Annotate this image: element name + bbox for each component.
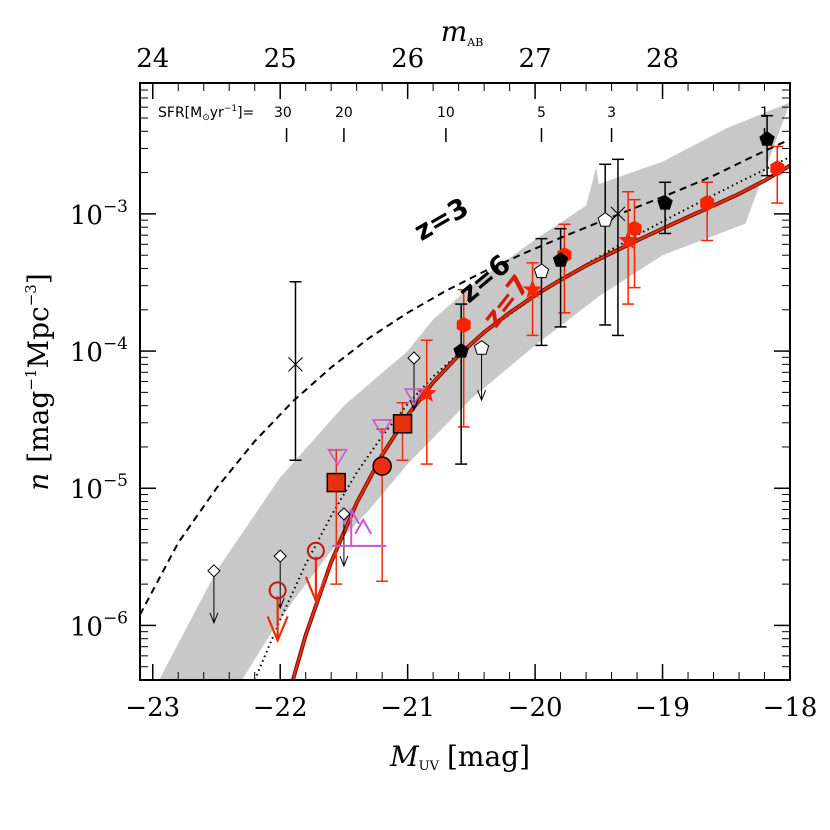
point-magenta-triangle-down-1 — [371, 419, 393, 437]
top-tick-label: 25 — [264, 44, 297, 74]
plot-area — [140, 102, 790, 680]
point-black-pentagon-1 — [552, 252, 569, 267]
x-tick-label: −21 — [380, 693, 435, 723]
upper-limit-0-head — [209, 612, 219, 625]
top-tick-label: 26 — [391, 44, 424, 74]
point-open-circle-red-1 — [306, 541, 325, 560]
top-tick-label: 27 — [519, 44, 552, 74]
y-tick-label: 10−4 — [70, 334, 128, 368]
point-red-hexagon-2 — [627, 220, 642, 237]
upper-limit-2-head — [339, 555, 349, 568]
point-cross-1 — [610, 206, 626, 222]
y-tick-label: 10−5 — [70, 471, 128, 505]
point-red-star-2 — [618, 230, 639, 249]
point-cross-0 — [288, 357, 303, 372]
y-tick-label: 10−3 — [70, 197, 128, 231]
sfr-tick-label: 5 — [537, 105, 546, 121]
point-red-hexagon-0 — [456, 316, 471, 334]
x-axis-title: MUV [mag] — [389, 740, 530, 774]
point-red-hexagon-3 — [700, 194, 715, 212]
top-tick-label: 28 — [646, 44, 679, 74]
sfr-tick-label: 3 — [607, 105, 616, 121]
point-red-hexagon-4 — [770, 160, 785, 177]
point-open-circle-red-0 — [268, 581, 287, 600]
upper-limit-marker-1 — [273, 549, 287, 563]
point-red-star-0 — [416, 383, 437, 402]
upper-limit-6-head — [304, 576, 327, 604]
point-magenta-lower-limit-0 — [332, 507, 387, 547]
x-tick-label: −23 — [125, 693, 180, 723]
point-magenta-triangle-down-2 — [403, 388, 425, 406]
upper-limit-marker-0 — [207, 564, 221, 578]
curve-label-z=3: z=3 — [409, 192, 474, 247]
point-red-star-1 — [522, 279, 543, 299]
point-filled-circle-red-0 — [372, 456, 392, 476]
x-tick-label: −20 — [508, 693, 563, 723]
x-tick-label: −18 — [763, 693, 818, 723]
y-tick-label: 10−6 — [70, 608, 128, 642]
upper-limit-marker-4 — [473, 340, 490, 355]
point-magenta-lower-limit-0-arrowhead — [342, 507, 361, 525]
top-tick-label: 24 — [136, 44, 169, 74]
upper-limit-3-head — [409, 399, 419, 412]
axes: −23 −22 −21 −20 −19 −18 24 25 26 27 28 30 20 10 5 3 1 10−… — [70, 44, 818, 723]
sfr-tick-label: 1 — [760, 105, 769, 121]
point-magenta-triangle-down-0 — [327, 448, 348, 467]
point-cross-0-stroke-b — [288, 357, 303, 372]
upper-limit-4-head — [477, 389, 487, 402]
x-tick-label: −19 — [635, 693, 690, 723]
y-axis-title: n[mag−1Mpc−3] — [22, 273, 55, 491]
top-axis-title: mAB — [441, 15, 484, 49]
x-tick-label: −22 — [253, 693, 308, 723]
point-black-pentagon-3 — [759, 131, 775, 146]
point-black-pentagon-0 — [453, 342, 469, 358]
sfr-tick-label: 30 — [274, 105, 292, 121]
point-cross-1-stroke-b — [610, 206, 626, 222]
uncertainty-band — [159, 102, 790, 680]
point-black-pentagon-2 — [657, 194, 673, 210]
upper-limit-marker-2 — [337, 507, 351, 521]
point-filled-square-red-0 — [326, 472, 347, 493]
point-filled-square-red-1 — [392, 414, 413, 434]
sfr-tick-label: 20 — [335, 105, 353, 121]
point-open-pentagon-1 — [597, 212, 613, 227]
point-magenta-lower-limit-0-arrowhead-2 — [354, 517, 373, 535]
point-open-pentagon-0 — [533, 263, 550, 279]
sfr-scale-label: SFR[M⊙yr−1]= — [158, 104, 254, 123]
upper-limit-5-head — [266, 615, 289, 644]
curve-z=3 — [140, 138, 790, 616]
sfr-tick-label: 10 — [437, 105, 455, 121]
upper-limit-marker-3 — [407, 351, 421, 365]
